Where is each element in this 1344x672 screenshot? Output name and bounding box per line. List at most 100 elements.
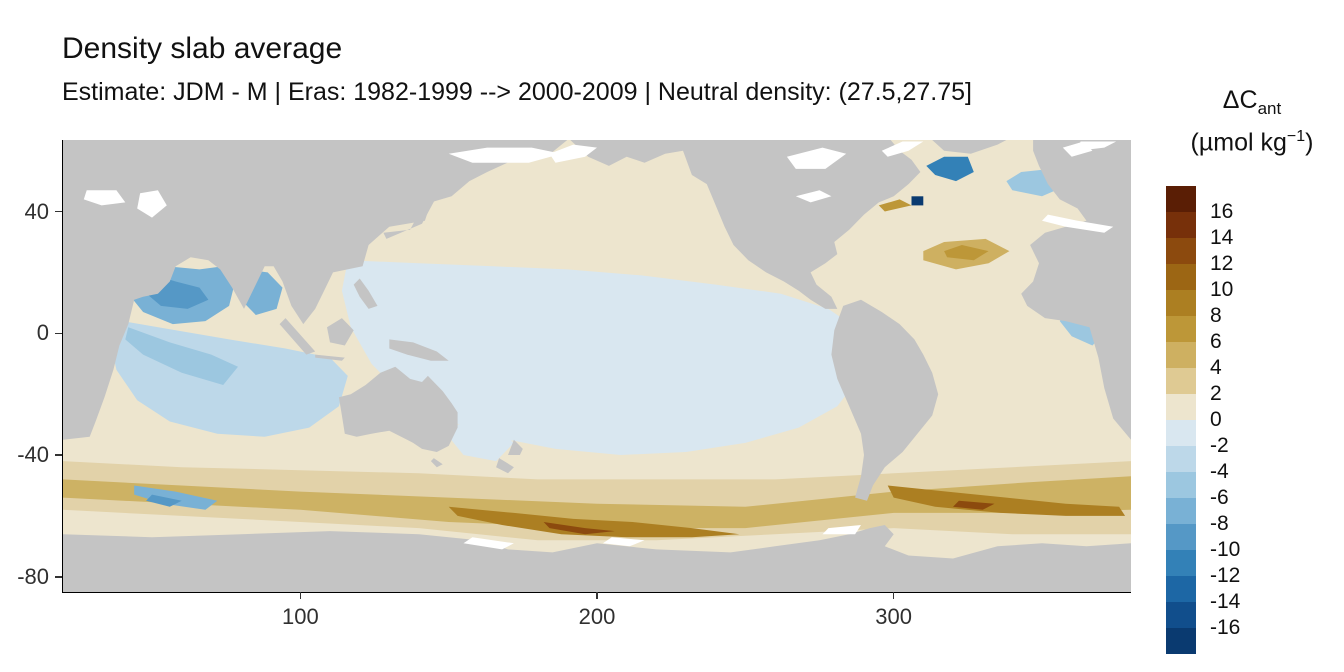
legend-tick-label: -14: [1210, 590, 1241, 613]
ocean-region-sw-indian-blue-speckle: [134, 485, 218, 510]
ocean-region-pacific-pale-blue: [341, 260, 864, 455]
legend-color-bin: [1166, 238, 1196, 264]
legend-color-bin: [1166, 342, 1196, 368]
legend-color-bin: [1166, 472, 1196, 498]
legend-color-bin: [1166, 498, 1196, 524]
legend-tick-label: 12: [1210, 252, 1234, 275]
ocean-region-natl-navy-dot: [911, 196, 924, 206]
legend-tick-label: -10: [1210, 538, 1241, 561]
ocean-region-tasman-pale-blue: [448, 424, 514, 462]
legend-color-bin: [1166, 212, 1196, 238]
x-tick-mark: [596, 592, 598, 599]
ocean-region-west-indian-lightblue: [125, 327, 238, 385]
land-java: [315, 354, 345, 361]
y-tick-label: 0: [36, 320, 49, 346]
legend-tick-label: 6: [1210, 330, 1222, 353]
x-tick-label: 100: [281, 604, 319, 629]
legend-color-bin: [1166, 446, 1196, 472]
legend-tick-label: 2: [1210, 382, 1222, 405]
legend-tick-label: 0: [1210, 408, 1222, 431]
legend-symbol-sub: ant: [1257, 99, 1282, 118]
legend-unit-post: ): [1305, 128, 1314, 157]
nodata-okhotsk: [448, 147, 562, 163]
nodata-antarctic-gap-3: [602, 537, 645, 547]
ocean-region-natl-blue-blob: [926, 156, 974, 182]
legend-unit-pre: (µmol kg: [1190, 128, 1287, 157]
nodata-hudson-bay: [786, 147, 847, 169]
nodata-baffin-bay: [881, 141, 924, 157]
nodata-antarctic-gap-2: [822, 525, 861, 535]
nodata-black-sea: [83, 190, 126, 206]
legend-unit-sup: −1: [1286, 128, 1306, 145]
ocean-region-gulfstream-brown: [878, 199, 912, 212]
legend-color-bin: [1166, 186, 1196, 212]
legend-tick-label: 16: [1210, 200, 1234, 223]
ocean-region-southern-gold-band: [63, 476, 1131, 529]
legend-color-bin: [1166, 290, 1196, 316]
ocean-region-sw-indian-blue-core: [146, 494, 182, 507]
y-tick-label: -80: [17, 563, 49, 589]
land-borneo: [327, 318, 354, 346]
y-tick-mark: [54, 454, 62, 456]
x-tick-mark: [892, 592, 895, 599]
legend-tick-label: 8: [1210, 304, 1222, 327]
land-new-zealand-south: [496, 458, 514, 474]
y-tick-label: -40: [17, 442, 49, 468]
map-plot: 100 200 300 40 0 -40 -80: [17, 140, 1131, 629]
legend-color-bin: [1166, 524, 1196, 550]
land-south-america: [831, 299, 939, 501]
land-australia: [338, 366, 458, 452]
legend-tick-label: 10: [1210, 278, 1234, 301]
land-europe-africa-west: [1021, 140, 1131, 440]
legend-tick-label: 14: [1210, 226, 1234, 249]
ocean-region-southern-darkgold-atlantic: [887, 485, 1126, 516]
land-japan: [383, 196, 437, 239]
land-new-guinea: [389, 339, 449, 361]
x-tick-label: 300: [875, 604, 913, 629]
legend-color-bin: [1166, 628, 1196, 654]
y-tick-label: 40: [24, 198, 49, 224]
legend-tick-label: -6: [1210, 486, 1229, 509]
y-tick-mark: [54, 576, 62, 578]
legend-tick-label: -12: [1210, 564, 1241, 587]
ocean-region-southern-deepbrown-1: [543, 522, 615, 535]
nodata-antarctic-gap-1: [463, 537, 514, 550]
nodata-great-lakes: [795, 190, 832, 203]
legend-tick-label: -16: [1210, 616, 1241, 639]
land-philippines: [353, 278, 378, 309]
legend-tick-label: -4: [1210, 460, 1229, 483]
chart-subtitle: Estimate: JDM - M | Eras: 1982-1999 --> …: [62, 78, 972, 106]
land-antarctica: [63, 525, 1131, 592]
land-new-zealand-north: [508, 439, 523, 455]
legend-color-bin: [1166, 550, 1196, 576]
legend-tick-label: 4: [1210, 356, 1222, 379]
ocean-region-natl-brown-core: [944, 245, 989, 261]
ocean-region-southern-deepbrown-2: [953, 500, 995, 510]
legend-title: ΔCant: [1160, 86, 1344, 119]
y-tick-mark: [54, 210, 62, 213]
legend-symbol: ΔC: [1222, 86, 1258, 114]
land-north-america: [570, 140, 921, 309]
chart-title: Density slab average: [62, 32, 343, 65]
legend-color-bin: [1166, 602, 1196, 628]
land-eurasia-africa: [63, 140, 568, 440]
nodata-caspian: [137, 190, 167, 218]
x-tick-mark: [299, 592, 302, 599]
nodata-bering: [549, 144, 597, 163]
nodata-mediterranean: [1042, 214, 1114, 233]
y-tick-mark: [54, 332, 62, 335]
legend-color-bin: [1166, 368, 1196, 394]
legend-colorbar: [1166, 186, 1196, 654]
legend-tick-label: -2: [1210, 434, 1229, 457]
ocean-region-southern-darkgold-central: [448, 506, 740, 538]
legend-tick-label: -8: [1210, 512, 1229, 535]
nodata-arctic-patch: [1077, 141, 1117, 151]
legend-color-bin: [1166, 576, 1196, 602]
legend-color-bin: [1166, 316, 1196, 342]
world-map: [63, 140, 1131, 592]
legend-color-bin: [1166, 264, 1196, 290]
legend-color-bin: [1166, 420, 1196, 446]
x-tick-label: 200: [578, 604, 616, 629]
land-greenland: [932, 140, 1007, 154]
